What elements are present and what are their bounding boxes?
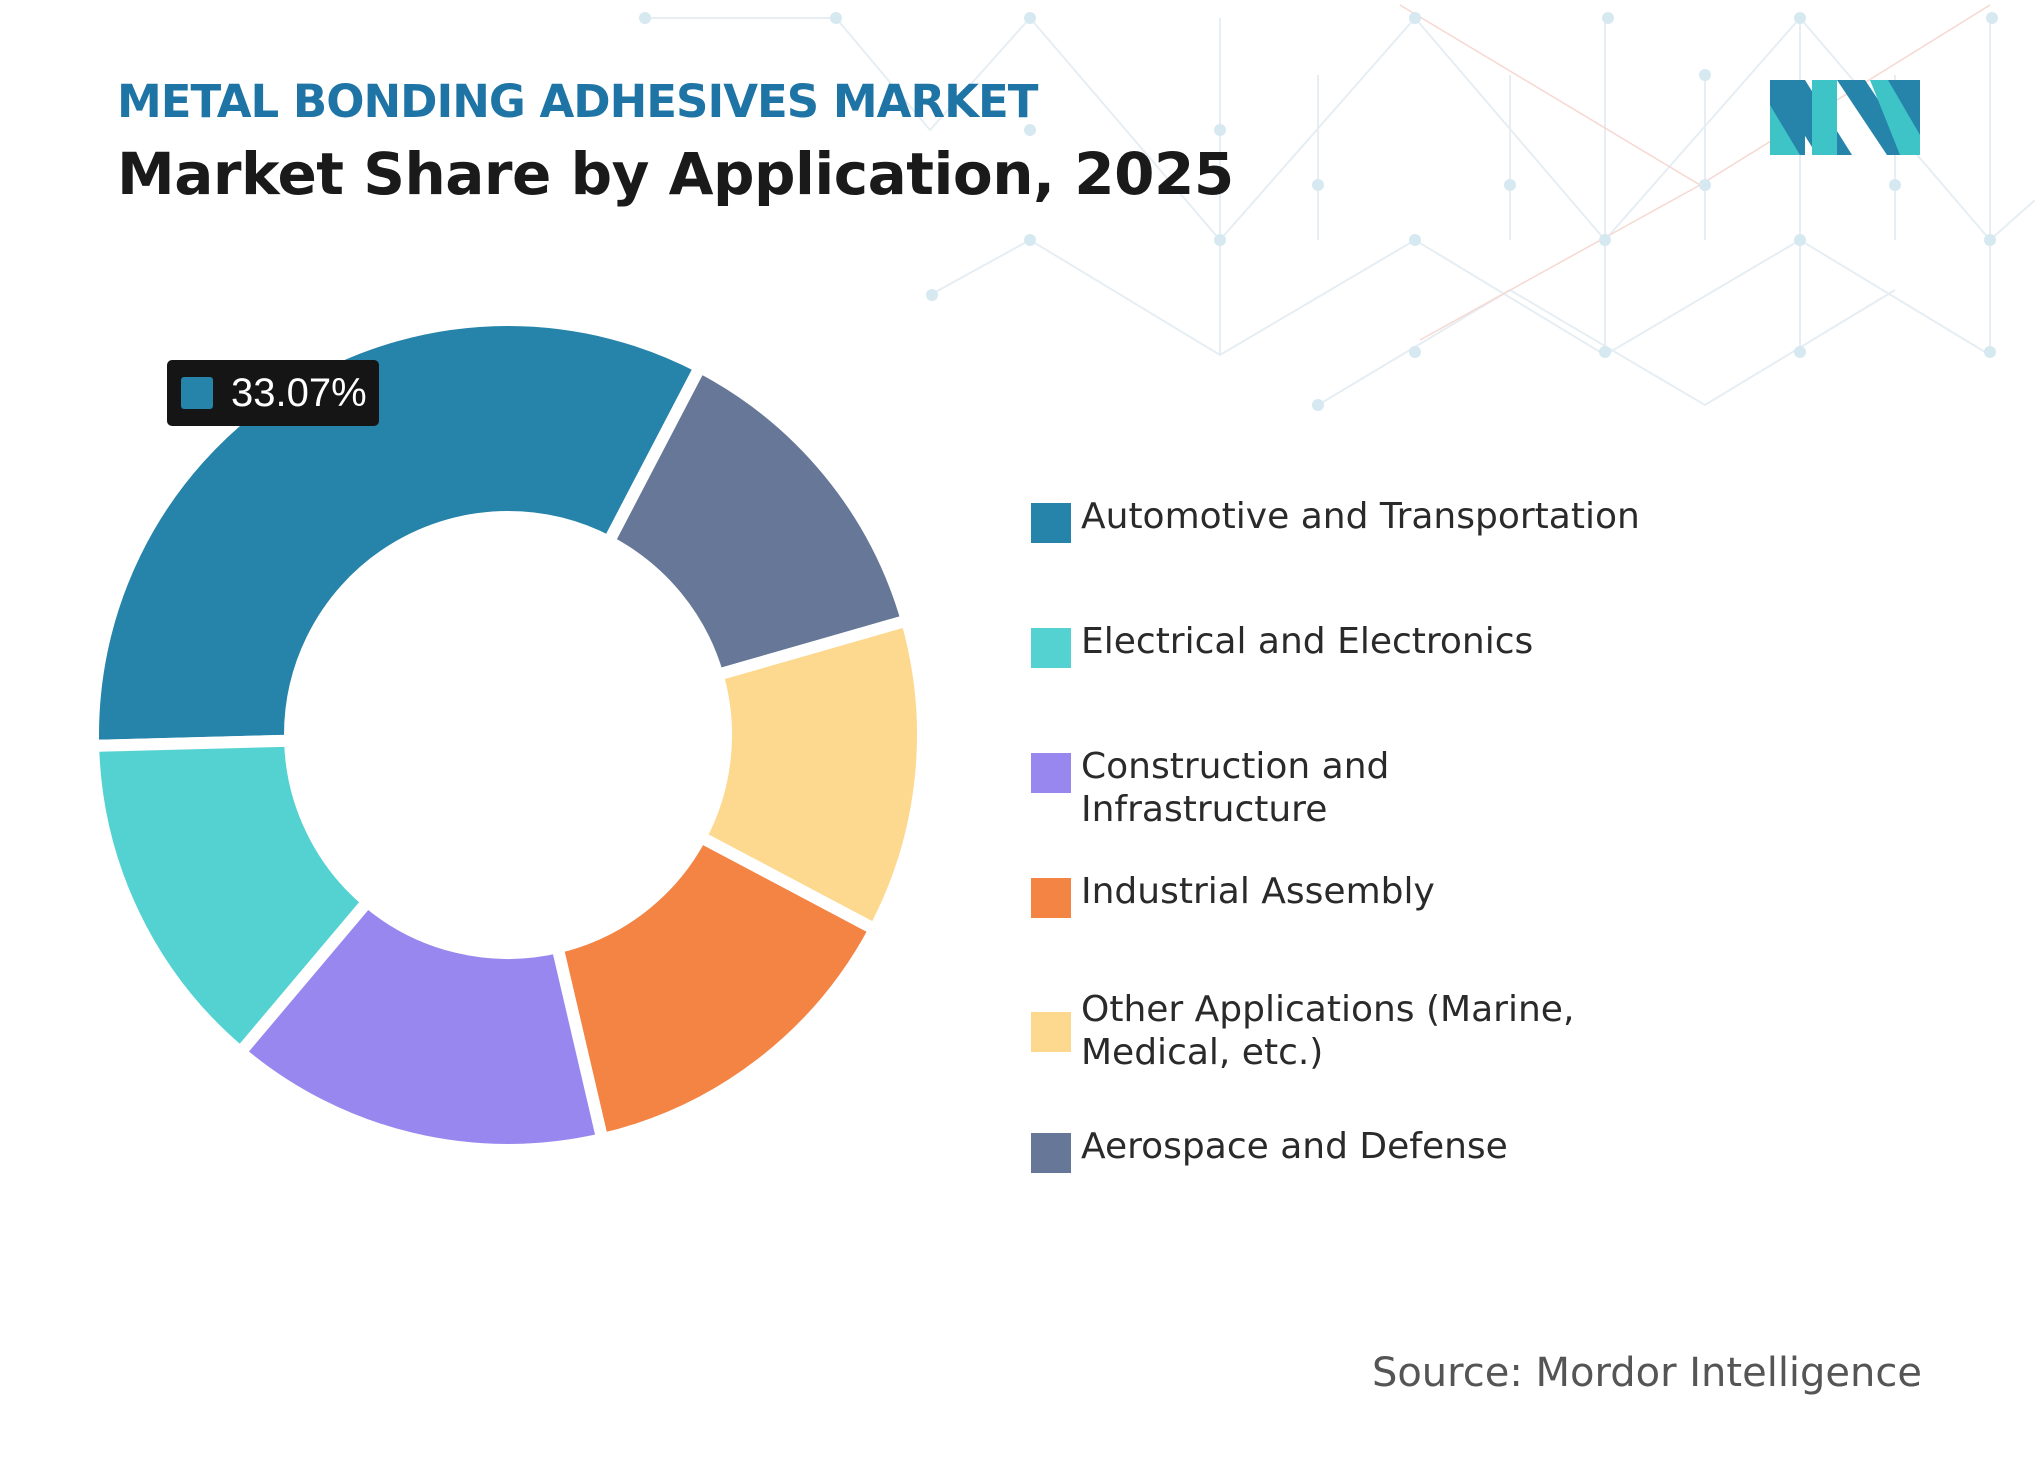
donut-slice-industrial-assembly[interactable]: [550, 828, 883, 1147]
tooltip-value: 33.07%: [231, 370, 367, 415]
donut-slice-construction-and-infrastructure[interactable]: [231, 893, 610, 1156]
donut-slice-electrical-and-electronics[interactable]: [86, 734, 376, 1061]
chart-header: METAL BONDING ADHESIVES MARKET Market Sh…: [117, 72, 1234, 214]
legend-label: Construction and Infrastructure: [1081, 746, 1390, 830]
legend-swatch: [1031, 878, 1071, 918]
mordor-intelligence-logo: [1770, 80, 1920, 155]
legend-item[interactable]: Aerospace and Defense: [1031, 1125, 1508, 1173]
donut-slice-automotive-and-transportation[interactable]: [87, 314, 709, 753]
legend-swatch: [1031, 1133, 1071, 1173]
legend-item[interactable]: Automotive and Transportation: [1031, 495, 1640, 543]
legend-label: Industrial Assembly: [1081, 871, 1435, 912]
legend-item[interactable]: Industrial Assembly: [1031, 870, 1435, 918]
background-network-pattern: [639, 4, 2035, 411]
legend-swatch: [1031, 1012, 1071, 1052]
chart-title: Market Share by Application, 2025: [117, 140, 1234, 208]
legend-item[interactable]: Other Applications (Marine, Medical, etc…: [1031, 988, 1601, 1074]
legend-swatch: [1031, 628, 1071, 668]
legend-label: Other Applications (Marine, Medical, etc…: [1081, 989, 1575, 1073]
legend-item[interactable]: Construction and Infrastructure: [1031, 745, 1641, 831]
donut-slice-other-applications-marine-medical-etc[interactable]: [692, 613, 929, 938]
data-label-tooltip: 33.07%: [167, 360, 379, 426]
legend-label: Aerospace and Defense: [1081, 1126, 1508, 1167]
legend-item[interactable]: Electrical and Electronics: [1031, 620, 1533, 668]
donut-slice-aerospace-and-defense[interactable]: [600, 358, 915, 683]
tooltip-swatch: [181, 377, 213, 409]
legend-label: Automotive and Transportation: [1081, 496, 1640, 537]
legend-label: Electrical and Electronics: [1081, 621, 1534, 662]
legend-swatch: [1031, 503, 1071, 543]
market-name: METAL BONDING ADHESIVES MARKET: [117, 75, 1038, 128]
source-note: Source: Mordor Intelligence: [1371, 1350, 1922, 1396]
legend-swatch: [1031, 753, 1071, 793]
